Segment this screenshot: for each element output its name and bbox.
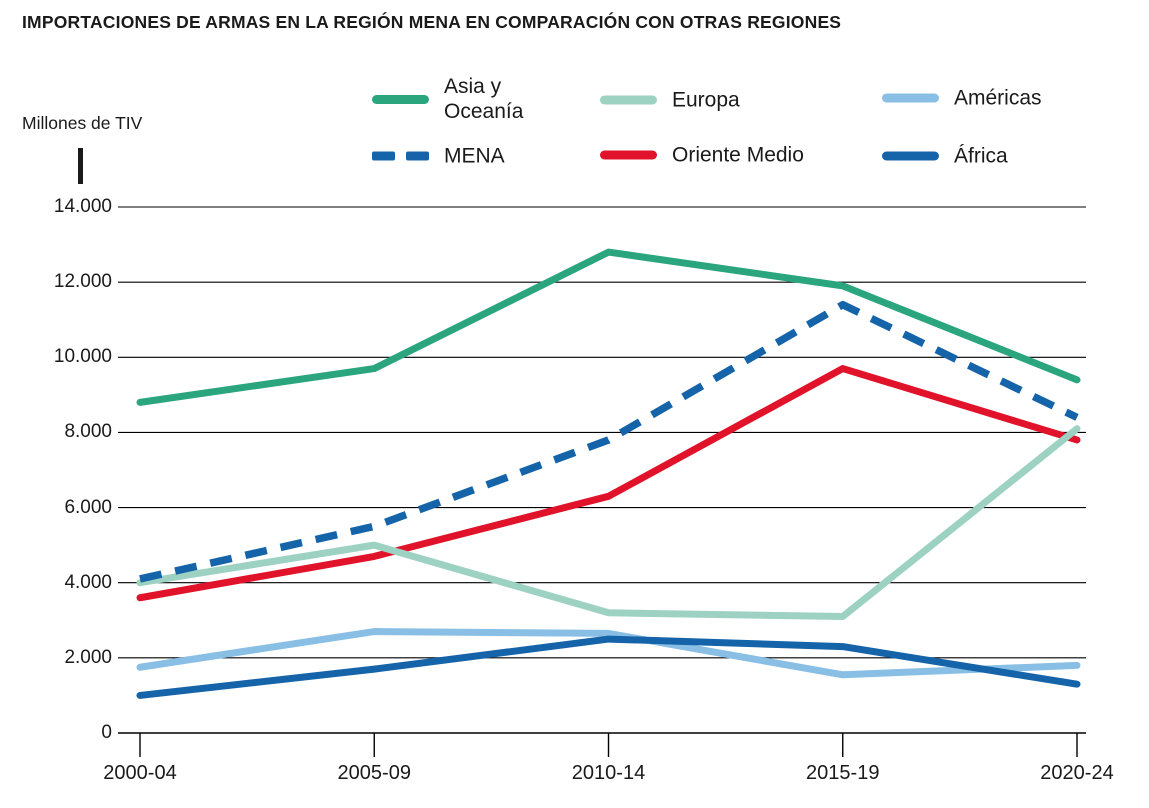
y-axis-title: Millones de TIV	[22, 113, 143, 133]
legend-label-oriente-medio: Oriente Medio	[672, 143, 804, 167]
y-tick-label: 4.000	[64, 571, 112, 593]
x-tick-label: 2020-24	[1040, 762, 1114, 784]
x-tick-label: 2000-04	[103, 762, 177, 784]
x-tick-label: 2015-19	[806, 762, 880, 784]
series-line-mena	[139, 300, 1079, 583]
series-line-europa	[136, 425, 1081, 621]
legend-label-mena: MENA	[444, 144, 505, 168]
legend-item-mena: MENA	[372, 144, 505, 169]
y-tick-label: 8.000	[64, 421, 112, 443]
y-tick-label: 12.000	[53, 271, 112, 293]
series-line-asia-y-ocean-a	[136, 248, 1081, 406]
y-tick-label: 2.000	[64, 646, 112, 668]
series-line--frica	[136, 635, 1081, 699]
y-axis-title-tick	[78, 148, 83, 184]
legend-item-asia-oceania: Asia y Oceanía	[372, 74, 523, 124]
legend-swatch-europa	[600, 95, 657, 105]
legend-label-asia-oceania: Asia y Oceanía	[444, 75, 524, 123]
y-tick-label: 0	[101, 722, 112, 743]
legend-label-americas: Américas	[954, 86, 1042, 110]
legend-swatch-asia-oceania	[372, 94, 429, 104]
legend-item-americas: Américas	[882, 86, 1042, 111]
series-line-oriente-medio	[136, 365, 1081, 602]
x-tick-label: 2010-14	[571, 762, 646, 784]
legend-label-africa: África	[954, 144, 1008, 168]
legend-label-europa: Europa	[672, 88, 740, 112]
legend-swatch-mena	[372, 151, 429, 161]
chart-title: IMPORTACIONES DE ARMAS EN LA REGIÓN MENA…	[22, 12, 842, 32]
series-line-am-ricas	[136, 628, 1081, 679]
x-tick-label: 2005-09	[337, 762, 411, 784]
legend-item-europa: Europa	[600, 88, 740, 113]
legend-swatch-americas	[882, 93, 939, 103]
y-tick-label: 14.000	[53, 196, 112, 217]
legend-swatch-africa	[882, 151, 939, 161]
legend-item-africa: África	[882, 144, 1008, 169]
legend-item-oriente-medio: Oriente Medio	[600, 143, 804, 168]
legend-swatch-oriente-medio	[600, 150, 657, 160]
y-tick-label: 6.000	[64, 496, 112, 518]
y-tick-label: 10.000	[53, 346, 112, 368]
